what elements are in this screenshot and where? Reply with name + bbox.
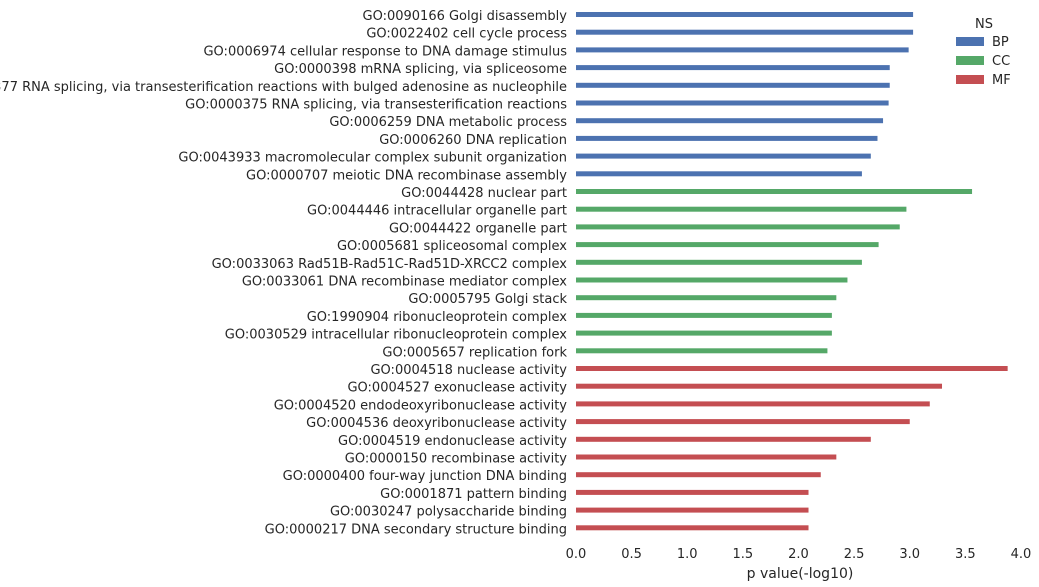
category-label: GO:0004527 exonuclease activity [347,381,567,396]
category-label: GO:0005657 replication fork [382,345,567,360]
bar-bp [576,12,914,17]
bar-mf [576,454,837,460]
category-label: GO:0006974 cellular response to DNA dama… [203,44,567,59]
category-label: GO:0006259 DNA metabolic process [329,115,567,130]
bar-mf [576,401,930,407]
bar-cc [576,206,907,212]
bar-mf [576,436,871,442]
legend-swatch-bp [956,37,984,46]
category-label: GO:0004520 endodeoxyribonuclease activit… [274,398,568,413]
category-label: GO:0044446 intracellular organelle part [307,204,567,219]
category-label: GO:0005681 spliceosomal complex [337,239,567,254]
bar-cc [576,348,828,354]
bar-bp [576,65,890,71]
bar-cc [576,330,832,336]
bar-cc [576,277,848,283]
legend-label-mf: MF [992,73,1011,88]
category-label: GO:0006260 DNA replication [379,133,567,148]
x-tick-label: 4.0 [1011,547,1032,562]
category-label: GO:0005795 Golgi stack [408,292,567,307]
x-tick-label: 1.5 [733,547,754,562]
bar-mf [576,472,821,478]
bar-bp [576,171,862,177]
category-label: GO:0000398 mRNA splicing, via spliceosom… [274,62,567,77]
bar-mf [576,366,1008,371]
category-label: GO:0004518 nuclease activity [370,363,567,378]
category-label: GO:0000707 meiotic DNA recombinase assem… [246,168,567,183]
x-tick-label: 0.5 [621,547,642,562]
category-label: GO:0033063 Rad51B-Rad51C-Rad51D-XRCC2 co… [212,257,568,272]
bar-mf [576,507,809,513]
bars-layer [576,12,1008,531]
legend-title: NS [975,17,993,32]
bar-bp [576,47,909,53]
category-label: GO:0030529 intracellular ribonucleoprote… [225,328,568,343]
bar-bp [576,135,878,141]
category-label: GO:0004519 endonuclease activity [338,434,567,449]
x-axis-ticks: 0.0 0.5 1.0 1.5 2.0 2.5 3.0 3.5 4.0 [566,547,1032,562]
bar-bp [576,29,914,35]
bar-mf [576,489,809,495]
x-tick-label: 2.5 [844,547,865,562]
bar-cc [576,295,837,301]
bar-bp [576,82,890,88]
category-label: GO:0001871 pattern binding [380,487,567,502]
legend-swatch-mf [956,75,984,84]
category-label: GO:0004536 deoxyribonuclease activity [306,416,567,431]
category-label: GO:0000400 four-way junction DNA binding [283,469,567,484]
category-label: GO:0000217 DNA secondary structure bindi… [265,522,567,537]
category-label: GO:0000150 recombinase activity [345,452,568,467]
x-tick-label: 3.5 [955,547,976,562]
legend-label-cc: CC [992,54,1010,69]
x-tick-label: 3.0 [899,547,920,562]
category-label: GO:0000377 RNA splicing, via transesteri… [0,80,567,95]
category-label: GO:0043933 macromolecular complex subuni… [178,151,567,166]
x-tick-label: 2.0 [788,547,809,562]
category-label: GO:0044422 organelle part [389,221,567,236]
x-tick-label: 1.0 [677,547,698,562]
bar-bp [576,153,871,159]
category-label: GO:0022402 cell cycle process [366,27,567,42]
category-labels: GO:0090166 Golgi disassembly GO:0022402 c… [0,9,567,537]
bar-mf [576,525,809,531]
bar-cc [576,224,900,230]
bar-cc [576,242,879,248]
bar-mf [576,419,910,425]
category-label: GO:1990904 ribonucleoprotein complex [307,310,568,325]
bar-bp [576,118,884,124]
bar-bp [576,100,889,106]
x-tick-label: 0.0 [566,547,587,562]
bar-cc [576,259,862,265]
bar-mf [576,383,943,389]
category-label: GO:0000375 RNA splicing, via transesteri… [185,98,567,113]
legend-entries: BP CC MF [956,35,1011,88]
legend-swatch-cc [956,56,984,65]
category-label: GO:0090166 Golgi disassembly [363,9,568,24]
legend: NS BP CC MF [956,17,1011,88]
bar-cc [576,312,832,318]
legend-label-bp: BP [992,35,1009,50]
category-label: GO:0044428 nuclear part [401,186,567,201]
category-label: GO:0030247 polysaccharide binding [330,505,567,520]
bar-cc [576,189,973,194]
category-label: GO:0033061 DNA recombinase mediator comp… [242,275,567,290]
x-axis-title: p value(-log10) [747,566,854,582]
